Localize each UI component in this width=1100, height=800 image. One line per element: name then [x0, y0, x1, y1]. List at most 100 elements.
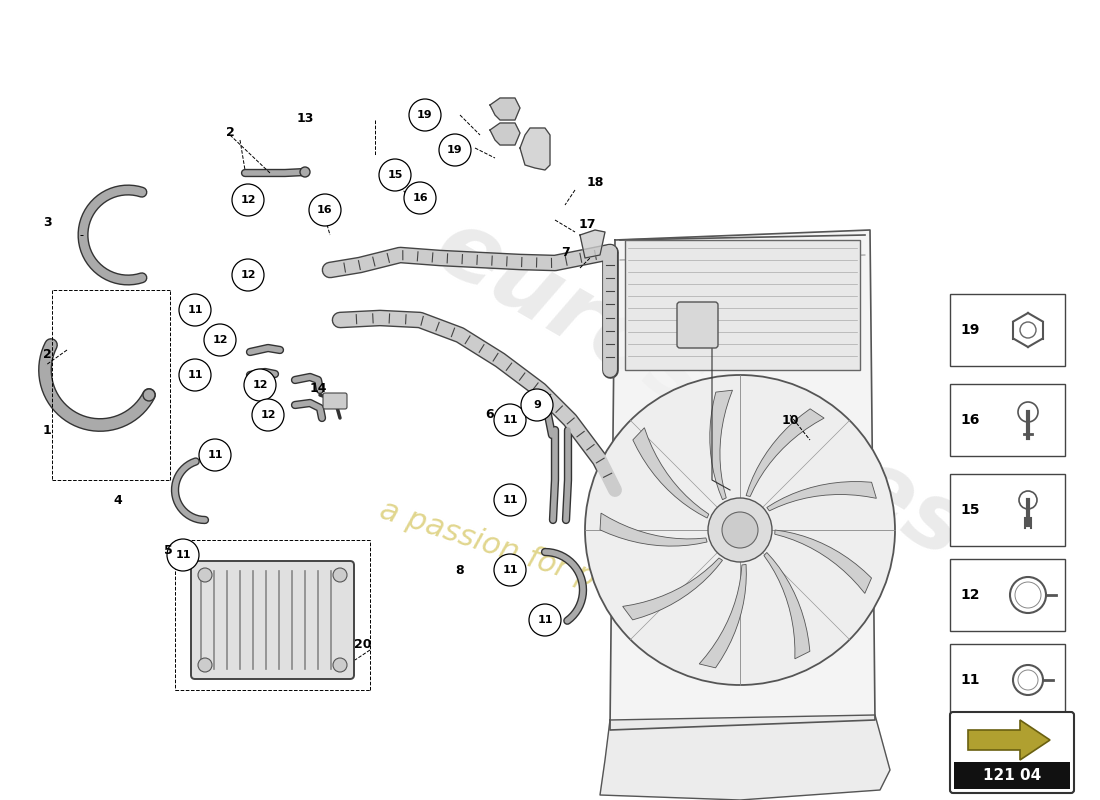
Text: 19: 19 [417, 110, 432, 120]
Circle shape [252, 399, 284, 431]
Circle shape [1015, 582, 1041, 608]
Text: 18: 18 [586, 177, 604, 190]
Text: 11: 11 [207, 450, 222, 460]
Text: 16: 16 [960, 413, 979, 427]
Text: 11: 11 [537, 615, 552, 625]
Circle shape [1018, 670, 1038, 690]
Text: 12: 12 [240, 195, 255, 205]
Circle shape [585, 375, 895, 685]
Text: eurospares: eurospares [418, 201, 981, 579]
Circle shape [494, 484, 526, 516]
Circle shape [521, 389, 553, 421]
Circle shape [1019, 491, 1037, 509]
Circle shape [179, 294, 211, 326]
Circle shape [494, 404, 526, 436]
Polygon shape [490, 123, 520, 145]
FancyBboxPatch shape [950, 294, 1065, 366]
Polygon shape [580, 230, 605, 258]
Polygon shape [600, 513, 707, 546]
Text: 9: 9 [534, 400, 541, 410]
Circle shape [167, 539, 199, 571]
Text: 17: 17 [579, 218, 596, 231]
Polygon shape [700, 565, 746, 668]
FancyBboxPatch shape [954, 762, 1070, 789]
Text: 12: 12 [252, 380, 267, 390]
FancyBboxPatch shape [950, 384, 1065, 456]
Text: 14: 14 [309, 382, 327, 394]
Circle shape [529, 604, 561, 636]
Text: 12: 12 [240, 270, 255, 280]
Text: 12: 12 [212, 335, 228, 345]
Circle shape [1010, 577, 1046, 613]
FancyBboxPatch shape [950, 474, 1065, 546]
Text: 5: 5 [164, 543, 173, 557]
Text: 6: 6 [486, 409, 494, 422]
FancyBboxPatch shape [323, 393, 346, 409]
Circle shape [143, 389, 155, 401]
Text: 11: 11 [187, 370, 202, 380]
Circle shape [1018, 402, 1038, 422]
Polygon shape [520, 128, 550, 170]
FancyBboxPatch shape [950, 644, 1065, 716]
Text: 12: 12 [261, 410, 276, 420]
Text: 11: 11 [960, 673, 979, 687]
Circle shape [232, 184, 264, 216]
Text: 19: 19 [448, 145, 463, 155]
Circle shape [244, 369, 276, 401]
Polygon shape [610, 230, 874, 730]
Circle shape [708, 498, 772, 562]
Polygon shape [490, 98, 520, 120]
Text: 1: 1 [43, 423, 52, 437]
Text: 4: 4 [113, 494, 122, 506]
Text: 11: 11 [503, 415, 518, 425]
Text: 3: 3 [43, 215, 52, 229]
Text: 11: 11 [175, 550, 190, 560]
Text: 2: 2 [43, 349, 52, 362]
FancyBboxPatch shape [676, 302, 718, 348]
Circle shape [1020, 322, 1036, 338]
Text: 16: 16 [412, 193, 428, 203]
Text: 20: 20 [354, 638, 372, 651]
Text: a passion for parts since 1985: a passion for parts since 1985 [376, 495, 824, 665]
Text: 13: 13 [296, 111, 314, 125]
Text: 12: 12 [960, 588, 979, 602]
Polygon shape [710, 390, 733, 500]
Circle shape [333, 568, 346, 582]
Circle shape [204, 324, 236, 356]
Circle shape [300, 167, 310, 177]
Polygon shape [774, 530, 871, 594]
Circle shape [309, 194, 341, 226]
Text: 10: 10 [781, 414, 799, 426]
Circle shape [199, 439, 231, 471]
Circle shape [404, 182, 436, 214]
Text: 8: 8 [455, 563, 464, 577]
Text: 11: 11 [503, 495, 518, 505]
Circle shape [379, 159, 411, 191]
Polygon shape [968, 720, 1050, 760]
FancyBboxPatch shape [950, 712, 1074, 793]
Text: 2: 2 [226, 126, 234, 139]
Circle shape [179, 359, 211, 391]
Text: 15: 15 [960, 503, 979, 517]
Polygon shape [623, 558, 723, 620]
Circle shape [494, 554, 526, 586]
Circle shape [232, 259, 264, 291]
Polygon shape [763, 553, 810, 659]
Circle shape [722, 512, 758, 548]
Polygon shape [767, 482, 877, 511]
Polygon shape [600, 715, 890, 800]
Polygon shape [632, 428, 708, 518]
Text: 15: 15 [387, 170, 403, 180]
Circle shape [1013, 665, 1043, 695]
Text: 11: 11 [503, 565, 518, 575]
Polygon shape [746, 409, 824, 497]
Circle shape [409, 99, 441, 131]
Text: 19: 19 [960, 323, 979, 337]
Circle shape [198, 568, 212, 582]
FancyBboxPatch shape [625, 240, 860, 370]
Circle shape [333, 658, 346, 672]
Text: 7: 7 [561, 246, 570, 258]
Text: 121 04: 121 04 [983, 767, 1041, 782]
Circle shape [198, 658, 212, 672]
Text: 16: 16 [317, 205, 333, 215]
